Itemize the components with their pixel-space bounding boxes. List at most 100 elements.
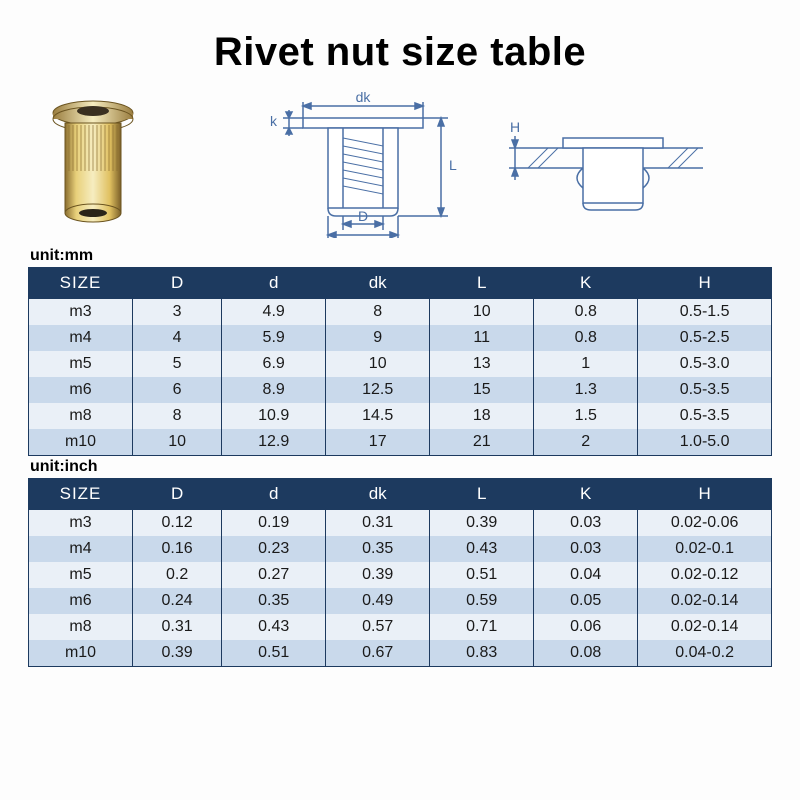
table-cell: 9 [326, 325, 430, 351]
table-cell: 0.08 [534, 640, 638, 667]
table-cell: 0.31 [133, 614, 222, 640]
table-cell: 0.05 [534, 588, 638, 614]
table-cell: 2 [534, 429, 638, 456]
table-header: dk [326, 268, 430, 299]
table-header: dk [326, 479, 430, 510]
table-cell: 15 [430, 377, 534, 403]
table-row: m100.390.510.670.830.080.04-0.2 [29, 640, 772, 667]
table-header: L [430, 479, 534, 510]
table-cell: 12.5 [326, 377, 430, 403]
table-cell: 0.49 [326, 588, 430, 614]
table-cell: m4 [29, 325, 133, 351]
table-cell: m6 [29, 588, 133, 614]
table-header: H [638, 479, 772, 510]
table-cell: 0.02-0.14 [638, 588, 772, 614]
table-cell: 6.9 [222, 351, 326, 377]
table-mm: SIZEDddkLKH m334.98100.80.5-1.5m445.9911… [28, 267, 772, 456]
table-cell: 0.5-3.5 [638, 403, 772, 429]
table-row: m8810.914.5181.50.5-3.5 [29, 403, 772, 429]
table-cell: 0.24 [133, 588, 222, 614]
table-cell: 17 [326, 429, 430, 456]
table-cell: 0.35 [326, 536, 430, 562]
table-cell: 3 [133, 299, 222, 326]
table-row: m80.310.430.570.710.060.02-0.14 [29, 614, 772, 640]
table-cell: 0.04-0.2 [638, 640, 772, 667]
table-header: SIZE [29, 479, 133, 510]
table-row: m30.120.190.310.390.030.02-0.06 [29, 510, 772, 537]
table-cell: 12.9 [222, 429, 326, 456]
table-cell: 0.35 [222, 588, 326, 614]
table-cell: 4 [133, 325, 222, 351]
table-cell: 0.02-0.06 [638, 510, 772, 537]
table-cell: 0.39 [326, 562, 430, 588]
table-header: K [534, 479, 638, 510]
table-cell: 0.04 [534, 562, 638, 588]
table-cell: 0.5-3.5 [638, 377, 772, 403]
label-d: d [359, 235, 367, 238]
table-cell: 10 [133, 429, 222, 456]
table-cell: 5 [133, 351, 222, 377]
table-cell: 0.51 [430, 562, 534, 588]
table-cell: m3 [29, 299, 133, 326]
unit-mm-label: unit:mm [28, 247, 772, 265]
page-title: Rivet nut size table [28, 30, 772, 75]
table-row: m445.99110.80.5-2.5 [29, 325, 772, 351]
label-k: k [270, 113, 278, 129]
table-cell: m5 [29, 351, 133, 377]
unit-inch-label: unit:inch [28, 458, 772, 476]
table-cell: 0.06 [534, 614, 638, 640]
table-cell: 10 [430, 299, 534, 326]
table-row: m101012.9172121.0-5.0 [29, 429, 772, 456]
label-D: D [357, 208, 367, 224]
table-cell: 1.5 [534, 403, 638, 429]
table-cell: 4.9 [222, 299, 326, 326]
rivet-photo [38, 88, 148, 238]
table-cell: 0.03 [534, 510, 638, 537]
table-cell: m8 [29, 403, 133, 429]
table-header: K [534, 268, 638, 299]
table-row: m50.20.270.390.510.040.02-0.12 [29, 562, 772, 588]
table-cell: 1.3 [534, 377, 638, 403]
table-cell: 0.39 [133, 640, 222, 667]
table-cell: 0.27 [222, 562, 326, 588]
table-cell: 0.5-1.5 [638, 299, 772, 326]
table-header: D [133, 268, 222, 299]
table-cell: 0.5-2.5 [638, 325, 772, 351]
table-cell: 0.03 [534, 536, 638, 562]
table-cell: 10 [326, 351, 430, 377]
table-cell: m6 [29, 377, 133, 403]
table-cell: 0.59 [430, 588, 534, 614]
table-cell: 0.23 [222, 536, 326, 562]
table-cell: 13 [430, 351, 534, 377]
table-cell: 0.02-0.12 [638, 562, 772, 588]
table-cell: 0.5-3.0 [638, 351, 772, 377]
table-cell: 0.2 [133, 562, 222, 588]
table-cell: m8 [29, 614, 133, 640]
table-cell: 1.0-5.0 [638, 429, 772, 456]
table-cell: 11 [430, 325, 534, 351]
table-row: m60.240.350.490.590.050.02-0.14 [29, 588, 772, 614]
table-row: m334.98100.80.5-1.5 [29, 299, 772, 326]
table-cell: 0.12 [133, 510, 222, 537]
diagram-row: dk k L D [28, 83, 772, 243]
table-cell: m5 [29, 562, 133, 588]
table-cell: m10 [29, 640, 133, 667]
table-cell: 0.31 [326, 510, 430, 537]
table-cell: m4 [29, 536, 133, 562]
table-cell: 18 [430, 403, 534, 429]
table-row: m556.9101310.5-3.0 [29, 351, 772, 377]
table-cell: 8 [326, 299, 430, 326]
table-header: H [638, 268, 772, 299]
table-cell: 14.5 [326, 403, 430, 429]
table-cell: 0.51 [222, 640, 326, 667]
table-cell: m3 [29, 510, 133, 537]
label-L: L [449, 157, 457, 173]
table-cell: 0.19 [222, 510, 326, 537]
table-cell: 6 [133, 377, 222, 403]
table-cell: 0.16 [133, 536, 222, 562]
table-header: L [430, 268, 534, 299]
label-dk: dk [355, 89, 371, 105]
table-header: d [222, 268, 326, 299]
table-cell: 0.8 [534, 325, 638, 351]
table-cell: 8.9 [222, 377, 326, 403]
